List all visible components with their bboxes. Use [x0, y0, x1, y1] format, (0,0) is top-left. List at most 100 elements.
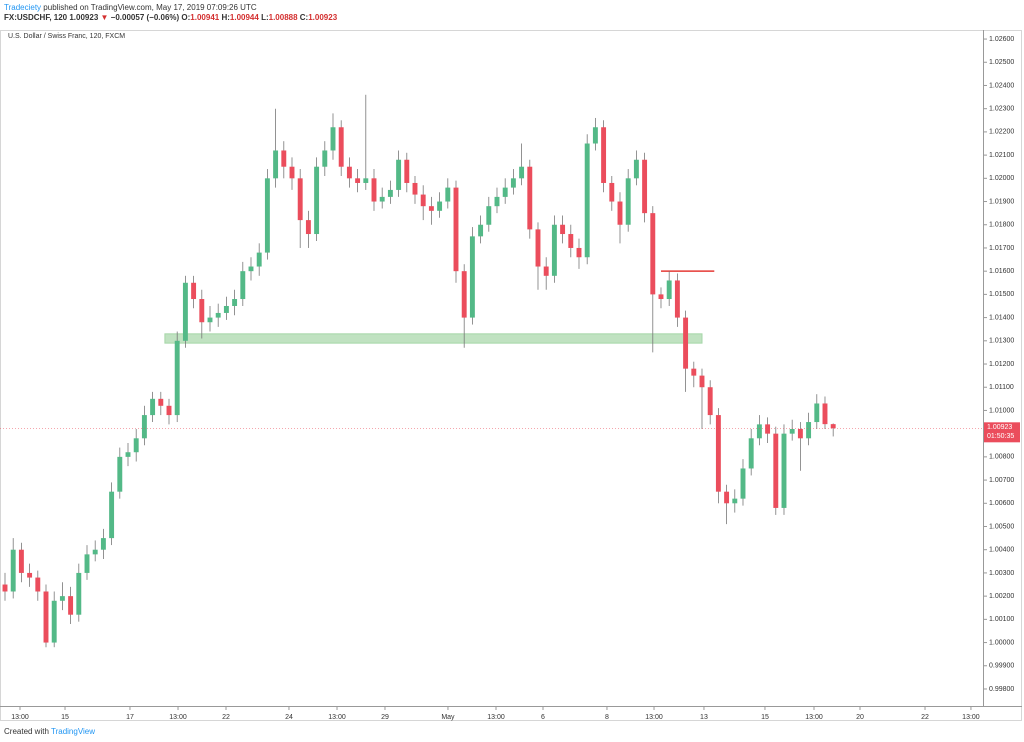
candle-body [346, 166, 352, 179]
candle-body [486, 206, 492, 225]
x-tick-label: 24 [285, 714, 293, 721]
y-tick-label: 1.00100 [989, 616, 1014, 623]
y-tick-label: 1.02100 [989, 152, 1014, 159]
y-tick-label: 1.02600 [989, 36, 1014, 43]
candle-body [404, 159, 410, 183]
candle-body [35, 577, 41, 592]
candle-body [658, 294, 664, 300]
l-label: L: [261, 13, 269, 22]
change: −0.00057 (−0.06%) [110, 13, 180, 22]
candle-body [379, 196, 385, 202]
candle-body [461, 271, 467, 318]
candle-body [76, 572, 82, 615]
x-tick-label: 8 [605, 714, 609, 721]
c-label: C: [299, 13, 309, 22]
y-tick-label: 1.00200 [989, 593, 1014, 600]
candle-body [2, 584, 8, 592]
candle-body [609, 182, 615, 202]
y-tick-label: 1.02300 [989, 106, 1014, 113]
candle-body [650, 213, 656, 295]
y-tick-label: 1.00700 [989, 477, 1014, 484]
author[interactable]: Tradeciety [4, 3, 42, 12]
candle-body [338, 127, 344, 167]
candle-body [428, 206, 434, 211]
last-price: 1.00923 [69, 13, 99, 22]
x-tick-label: 15 [61, 714, 69, 721]
y-tick-label: 1.00500 [989, 523, 1014, 530]
y-tick-label: 0.99900 [989, 663, 1014, 670]
o-value: 1.00941 [190, 13, 220, 22]
symbol: FX:USDCHF, 120 [4, 13, 68, 22]
candle-body [223, 305, 229, 313]
candle-body [68, 596, 74, 615]
candle-body [117, 456, 123, 492]
y-tick-label: 1.01000 [989, 407, 1014, 414]
candle-body [756, 424, 762, 439]
chart-title: U.S. Dollar / Swiss Franc, 120, FXCM [8, 33, 125, 40]
candle-body [568, 234, 574, 248]
candle-body [84, 554, 90, 573]
candle-body [10, 549, 16, 592]
candle-body [551, 224, 557, 276]
candle-body [322, 150, 328, 167]
candle-body [387, 189, 393, 197]
candle-body [100, 538, 106, 550]
x-tick-label: 13:00 [169, 714, 187, 721]
symbol-line: FX:USDCHF, 120 1.00923 ▼ −0.00057 (−0.06… [4, 13, 337, 22]
candle-body [125, 452, 131, 457]
created: Created with [4, 727, 49, 736]
candle-body [789, 429, 795, 434]
chart: U.S. Dollar / Swiss Franc, 120, FXCM 0.9… [0, 30, 1022, 721]
h-value: 1.00944 [229, 13, 259, 22]
candle-body [133, 438, 139, 453]
candle-body [199, 299, 205, 323]
candle-body [469, 236, 475, 318]
x-tick-label: 13:00 [645, 714, 663, 721]
candle-body [617, 201, 623, 225]
candle-body [715, 415, 721, 492]
candle-body [592, 127, 598, 144]
candle-body [502, 187, 508, 197]
footer: Created with TradingView [4, 727, 95, 736]
candle-body [141, 415, 147, 439]
x-tick-label: 13:00 [962, 714, 980, 721]
candle-body [248, 266, 254, 272]
candle-body [806, 422, 812, 439]
candle-body [535, 229, 541, 267]
candle-body [510, 178, 516, 188]
x-tick-label: 13:00 [805, 714, 823, 721]
y-tick-label: 1.02400 [989, 82, 1014, 89]
y-tick-label: 1.00300 [989, 570, 1014, 577]
candle-body [412, 182, 418, 195]
x-tick-label: 20 [856, 714, 864, 721]
y-tick-label: 1.01900 [989, 198, 1014, 205]
chart-frame [0, 30, 1022, 721]
candle-body [732, 498, 738, 504]
y-tick-label: 1.01500 [989, 291, 1014, 298]
zone [164, 333, 703, 344]
candle-body [724, 491, 730, 504]
candle-body [207, 317, 213, 323]
candle-body [109, 491, 115, 539]
candle-body [666, 280, 672, 300]
y-tick-label: 1.00400 [989, 547, 1014, 554]
candle-body [92, 549, 98, 555]
x-tick-label: 17 [126, 714, 134, 721]
candle-body [699, 375, 705, 388]
candle-body [371, 178, 377, 202]
candle-body [51, 600, 57, 643]
x-tick-label: 29 [381, 714, 389, 721]
candle-body [437, 201, 443, 211]
x-tick-label: 13:00 [328, 714, 346, 721]
candle-body [765, 424, 771, 434]
candle-body [781, 433, 787, 508]
y-tick-label: 1.00000 [989, 639, 1014, 646]
y-tick-label: 1.01600 [989, 268, 1014, 275]
brand[interactable]: TradingView [51, 727, 96, 736]
candle-body [363, 178, 369, 183]
candle-body [297, 178, 303, 221]
candle-body [625, 178, 631, 225]
y-tick-label: 1.01200 [989, 361, 1014, 368]
candle-body [59, 596, 65, 601]
